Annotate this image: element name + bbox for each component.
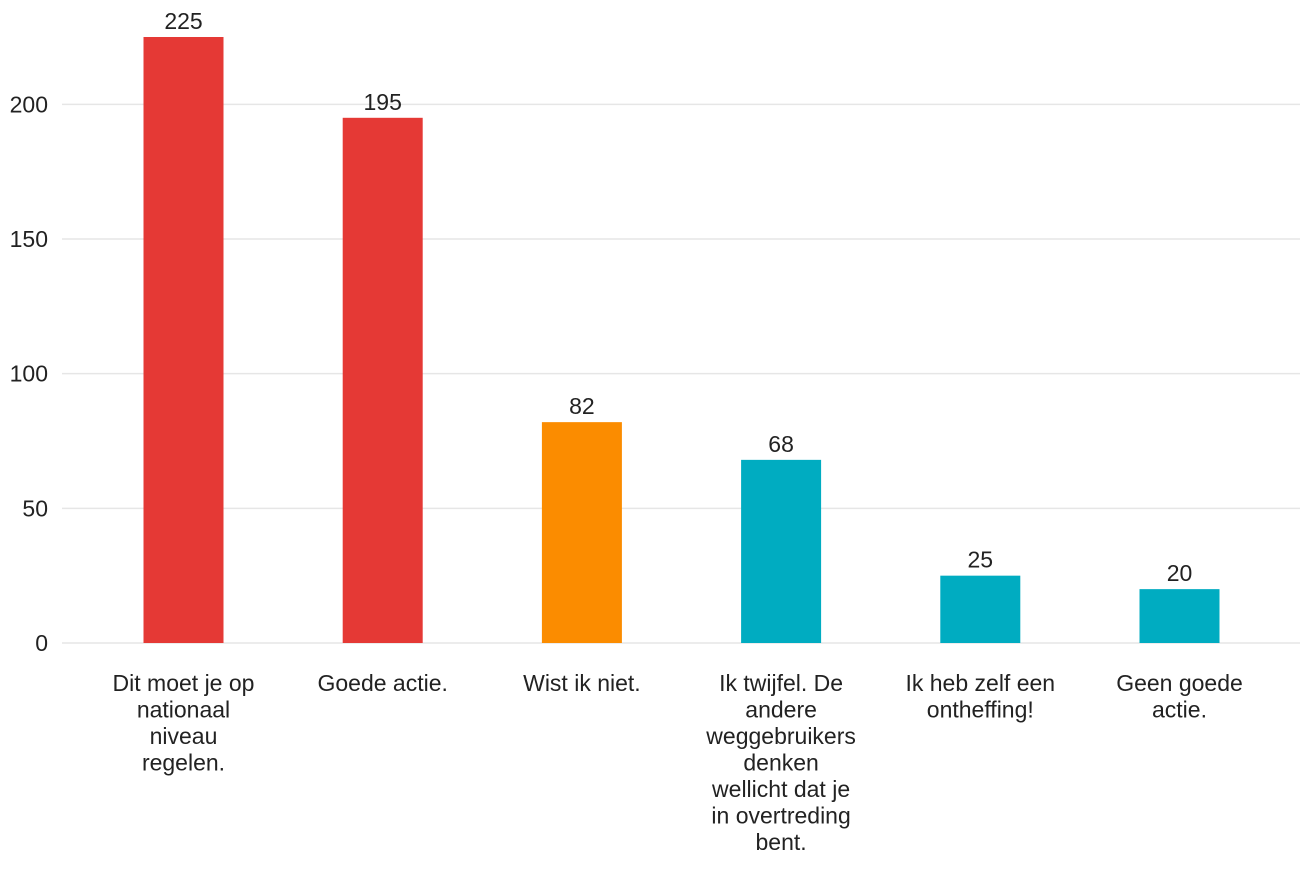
category-label: denken <box>743 750 818 776</box>
category-label: Ik twijfel. De <box>719 670 843 696</box>
gridlines <box>62 103 1300 644</box>
value-labels: 225 195 82 68 25 20 <box>164 8 1192 586</box>
bars <box>143 37 1220 644</box>
category-label: ontheffing! <box>927 697 1034 723</box>
category-label: nationaal <box>137 697 230 723</box>
category-label: andere <box>745 697 817 723</box>
bar <box>741 459 822 643</box>
category-label: bent. <box>756 829 807 855</box>
bar <box>1139 589 1220 643</box>
category-label: Goede actie. <box>317 670 447 696</box>
y-tick-label: 150 <box>10 226 48 252</box>
data-label: 225 <box>164 8 202 34</box>
category-label: regelen. <box>142 750 225 776</box>
category-label: Ik heb zelf een <box>905 670 1055 696</box>
category-label: Wist ik niet. <box>523 670 641 696</box>
data-label: 20 <box>1167 560 1193 586</box>
bar <box>342 117 423 644</box>
data-label: 68 <box>768 431 794 457</box>
category-label: Dit moet je op <box>113 670 255 696</box>
bar <box>143 37 224 643</box>
y-tick-label: 0 <box>35 630 48 656</box>
category-label: actie. <box>1152 697 1207 723</box>
bar <box>940 575 1021 643</box>
y-tick-label: 50 <box>22 495 48 521</box>
y-tick-label: 100 <box>10 361 48 387</box>
category-label: Geen goede <box>1116 670 1243 696</box>
data-label: 82 <box>569 393 595 419</box>
category-label: wellicht dat je <box>711 776 850 802</box>
category-label: weggebruikers <box>705 723 856 749</box>
data-label: 195 <box>364 89 402 115</box>
y-tick-label: 200 <box>10 91 48 117</box>
bar <box>541 422 622 643</box>
data-label: 25 <box>968 547 994 573</box>
category-label: niveau <box>150 723 218 749</box>
category-label: in overtreding <box>711 803 850 829</box>
y-axis-ticks: 0 50 100 150 200 <box>10 91 48 656</box>
